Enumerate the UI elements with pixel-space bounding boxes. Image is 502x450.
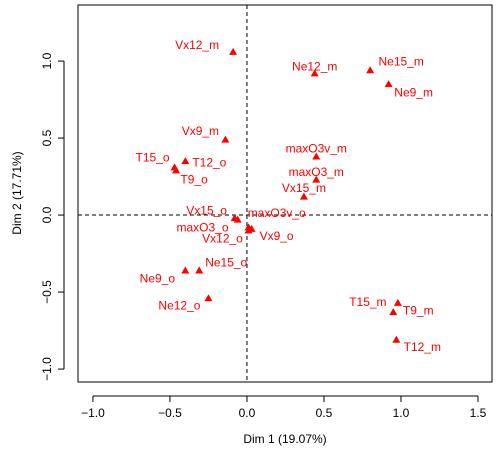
y-axis-label: Dim 2 (17.71%) bbox=[10, 151, 24, 234]
point bbox=[299, 192, 308, 200]
y-tick-label: −1.0 bbox=[40, 357, 54, 381]
y-tick-label: 0.0 bbox=[40, 206, 54, 223]
point-label: Ne15_m bbox=[378, 54, 423, 68]
plot-box bbox=[77, 4, 493, 383]
point-label: Ne12_o bbox=[158, 298, 200, 312]
point-label: Vx9_o bbox=[260, 229, 294, 243]
point-label: T15_m bbox=[349, 295, 386, 309]
point-label: Vx12_o bbox=[202, 232, 243, 246]
x-tick-label: −0.5 bbox=[158, 406, 182, 420]
point-label: maxO3v_m bbox=[286, 142, 347, 156]
point bbox=[393, 298, 402, 306]
point-label: Vx12_m bbox=[175, 38, 219, 52]
point bbox=[204, 294, 213, 302]
point bbox=[366, 66, 375, 74]
point bbox=[181, 266, 190, 274]
point-label: maxO3v_o bbox=[248, 206, 306, 220]
point-label: Ne15_o bbox=[205, 256, 247, 270]
point-label: Vx15_o bbox=[186, 203, 227, 217]
point bbox=[389, 308, 398, 316]
point bbox=[312, 152, 321, 160]
point-label: Vx15_m bbox=[282, 181, 326, 195]
x-axis-label: Dim 1 (19.07%) bbox=[243, 432, 326, 446]
x-tick-label: 0.0 bbox=[239, 406, 256, 420]
point bbox=[221, 135, 230, 143]
point bbox=[312, 175, 321, 183]
point bbox=[392, 335, 401, 343]
point bbox=[233, 215, 242, 223]
point-label: Ne12_m bbox=[292, 60, 337, 74]
x-tick-label: −1.0 bbox=[81, 406, 105, 420]
point-label: Ne9_o bbox=[140, 272, 176, 286]
point-label: T9_m bbox=[403, 303, 434, 317]
point bbox=[310, 69, 319, 77]
point bbox=[181, 157, 190, 165]
point-label: T15_o bbox=[136, 150, 170, 164]
x-tick-label: 1.0 bbox=[393, 406, 410, 420]
point bbox=[247, 224, 256, 232]
point-label: T12_m bbox=[404, 340, 441, 354]
point bbox=[384, 80, 393, 88]
point-label: Vx9_m bbox=[182, 124, 219, 138]
point-label: T12_o bbox=[192, 155, 226, 169]
point bbox=[172, 166, 181, 174]
x-tick-label: 1.5 bbox=[470, 406, 487, 420]
x-tick-label: 0.5 bbox=[316, 406, 333, 420]
point-label: maxO3_m bbox=[289, 165, 344, 179]
y-tick-label: 0.5 bbox=[40, 129, 54, 146]
y-tick-label: 1.0 bbox=[40, 52, 54, 69]
point-label: Ne9_m bbox=[394, 85, 433, 99]
point bbox=[195, 266, 204, 274]
point-label: T9_o bbox=[180, 173, 208, 187]
point-label: maxO3_o bbox=[176, 221, 228, 235]
point bbox=[229, 47, 238, 55]
y-tick-label: −0.5 bbox=[40, 280, 54, 304]
